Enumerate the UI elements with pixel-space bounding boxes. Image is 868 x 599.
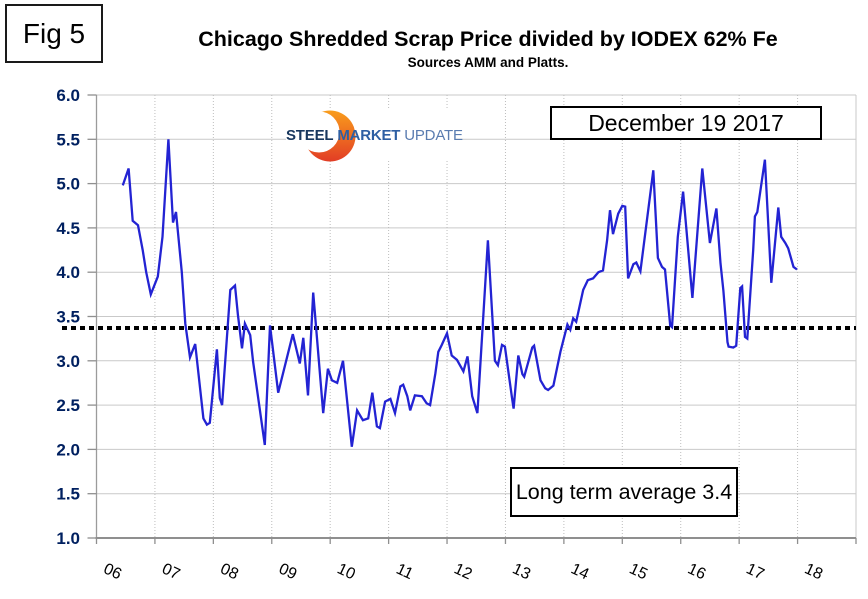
chart-title: Chicago Shredded Scrap Price divided by …	[198, 27, 778, 51]
smu-logo-wordmark: STEEL MARKET UPDATE	[286, 127, 463, 144]
x-axis-label: 11	[393, 561, 415, 583]
x-axis-label: 08	[218, 560, 241, 583]
chart-subtitle: Sources AMM and Platts.	[407, 55, 569, 70]
y-axis-label: 3.5	[56, 308, 80, 327]
x-axis-label: 13	[510, 560, 533, 583]
x-axis-label: 17	[743, 560, 766, 583]
y-axis-label: 2.0	[56, 440, 80, 459]
x-axis-label: 12	[451, 560, 474, 583]
x-axis-label: 15	[627, 560, 650, 583]
y-axis-label: 5.0	[56, 175, 80, 194]
x-axis-label: 10	[334, 560, 357, 583]
y-axis-label: 4.5	[56, 219, 80, 238]
logo-word-steel: STEEL	[286, 127, 334, 144]
y-axis-label: 2.5	[56, 396, 80, 415]
x-axis-label: 14	[568, 560, 591, 583]
x-axis-label: 16	[685, 560, 708, 583]
y-axis-label: 4.0	[56, 263, 80, 282]
long-term-average-label: Long term average 3.4	[515, 479, 733, 504]
y-axis-label: 3.0	[56, 352, 80, 371]
figure-number-box: Fig 5	[5, 4, 103, 63]
logo-word-update: UPDATE	[404, 127, 463, 144]
steel-market-update-logo: STEEL MARKET UPDATE	[286, 110, 463, 162]
smu-crescent-icon	[302, 110, 356, 162]
y-axis-label: 1.0	[56, 529, 80, 548]
price-ratio-line	[121, 139, 798, 447]
y-axis-label: 5.5	[56, 130, 80, 149]
y-axis-label: 1.5	[56, 485, 80, 504]
long-term-average-box: Long term average 3.4	[510, 467, 738, 517]
logo-word-market: MARKET	[337, 127, 401, 144]
x-axis-label: 09	[276, 560, 299, 583]
x-axis-label: 07	[159, 560, 182, 583]
x-axis-label: 06	[101, 560, 124, 583]
x-axis-label: 18	[802, 560, 825, 583]
date-annotation-box: December 19 2017	[550, 106, 822, 140]
y-axis-label: 6.0	[56, 86, 80, 105]
figure-number-label: Fig 5	[22, 17, 86, 49]
date-annotation-label: December 19 2017	[588, 109, 784, 136]
